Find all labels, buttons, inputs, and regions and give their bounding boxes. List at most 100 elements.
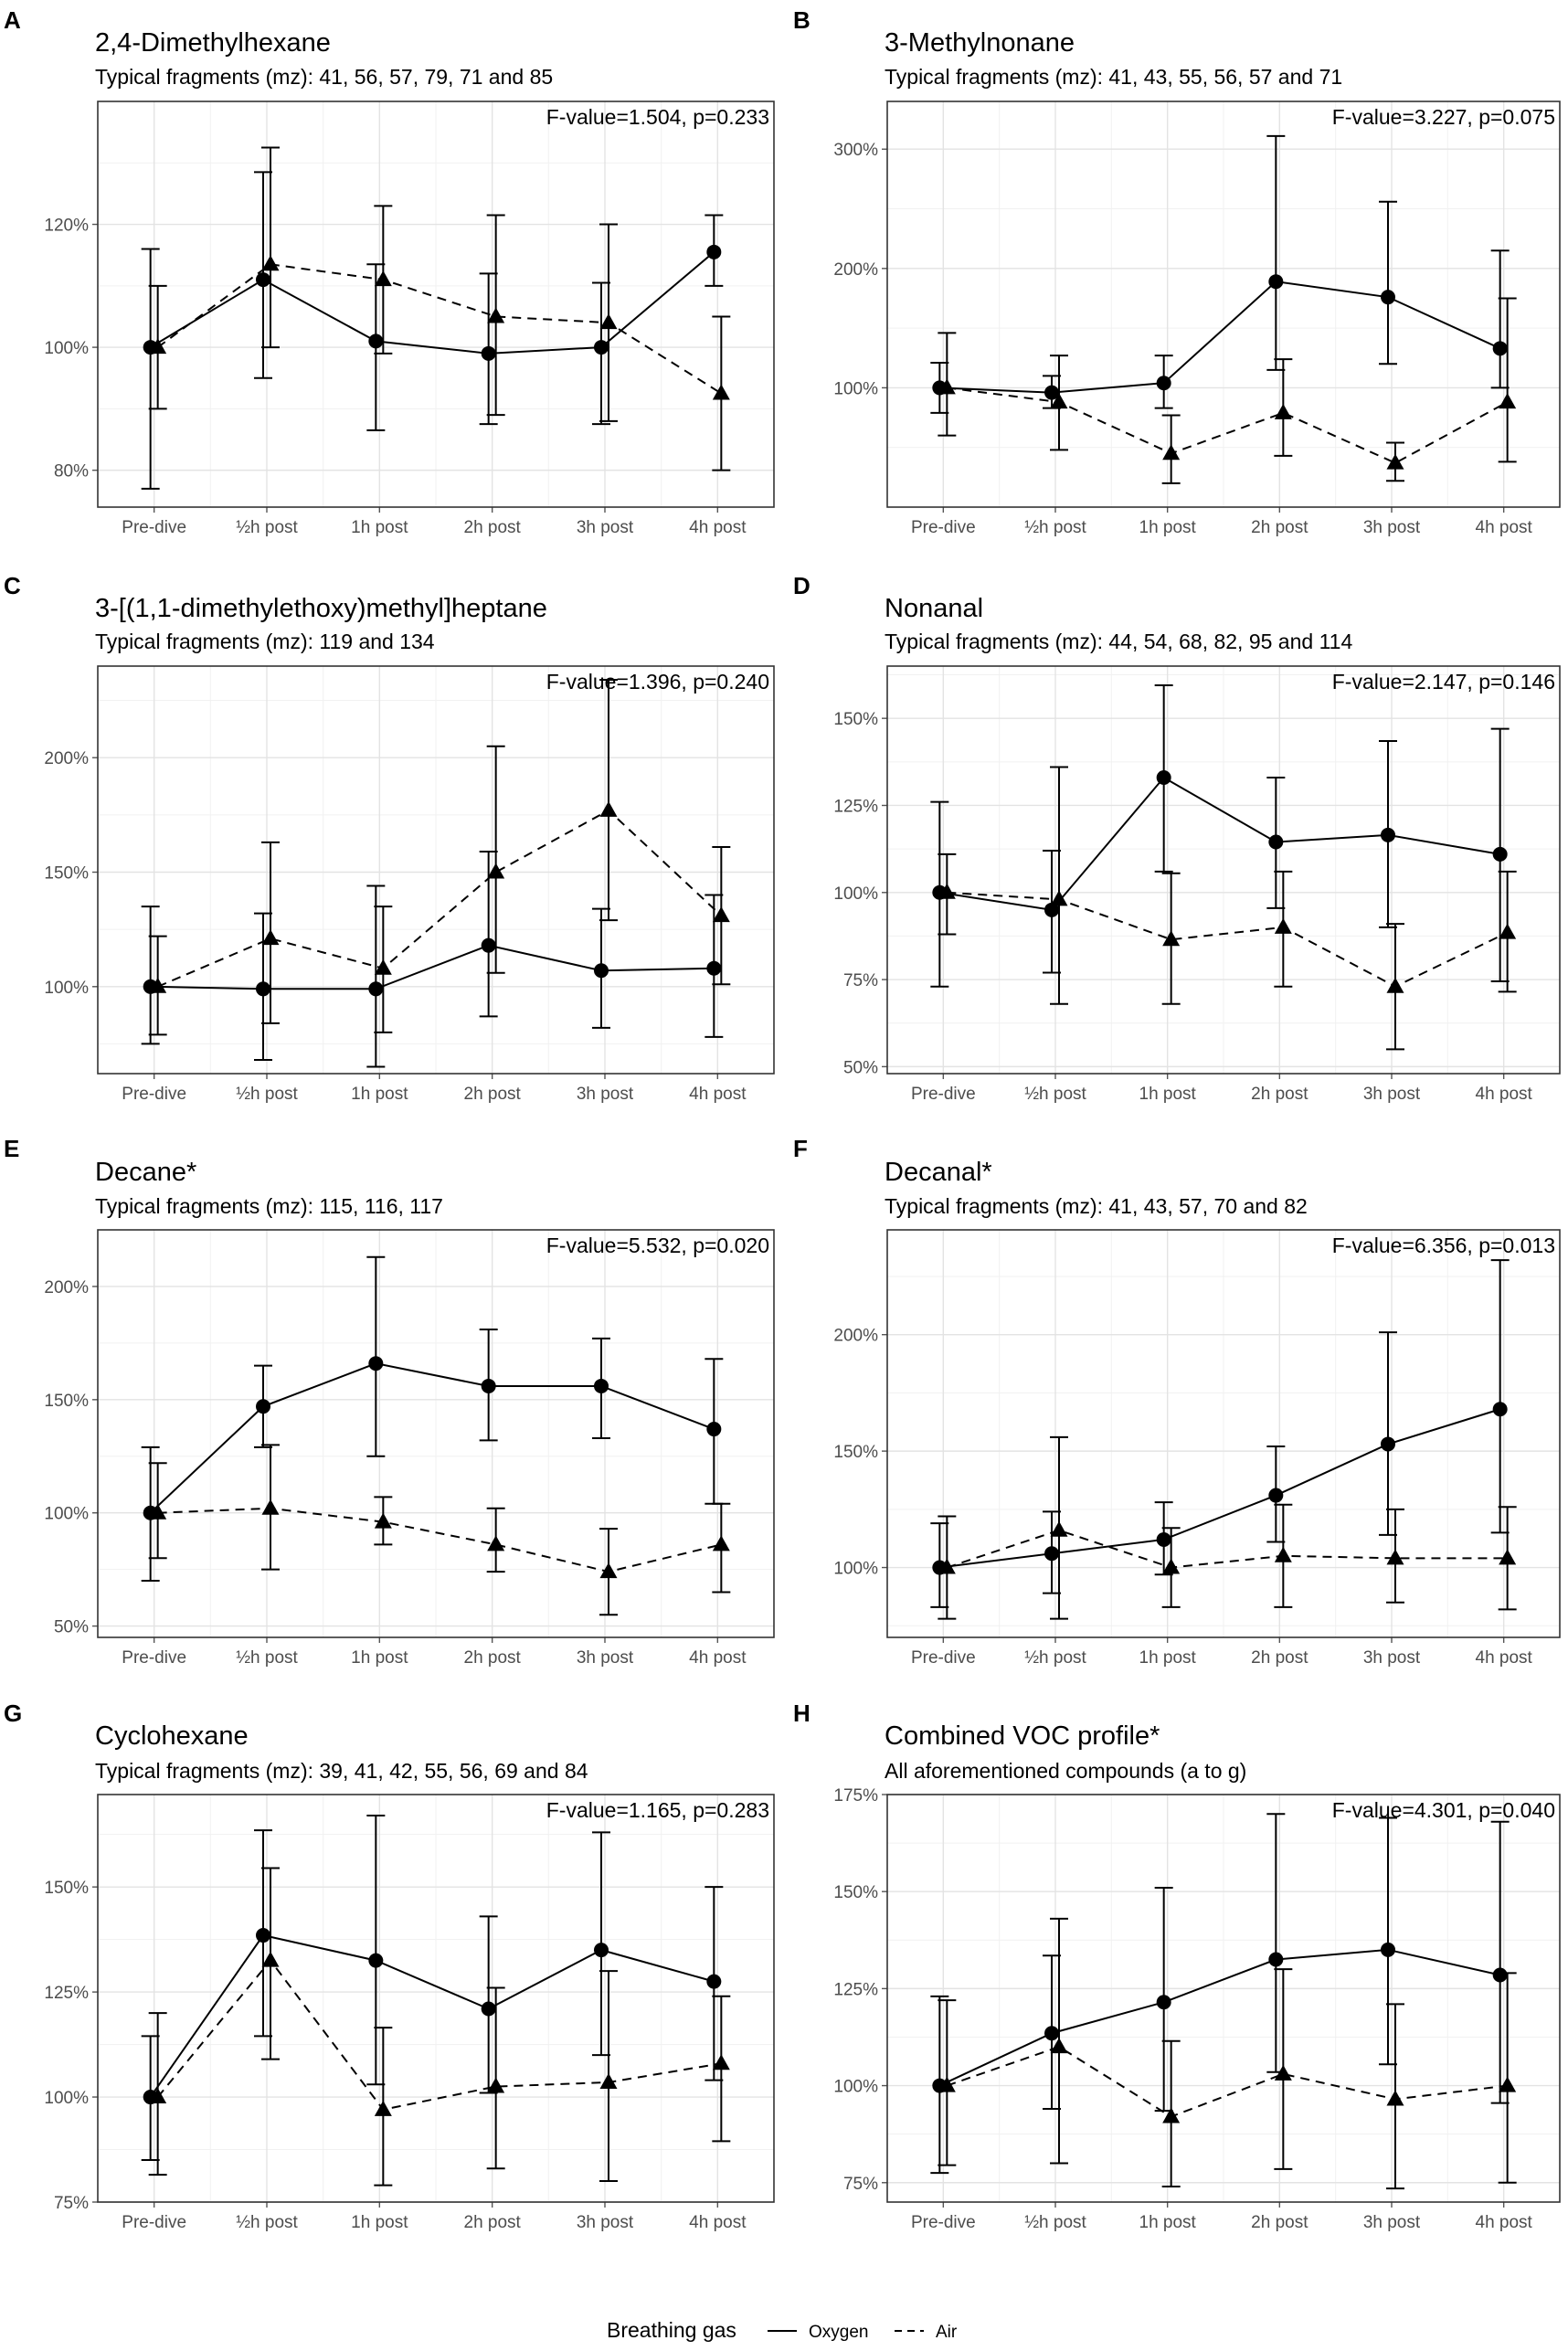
data-point-oxygen	[1381, 827, 1395, 842]
data-point-oxygen	[368, 1953, 384, 1968]
x-tick-label: 3h post	[577, 518, 634, 537]
x-tick-label: 1h post	[1139, 1648, 1197, 1668]
x-tick-label: 1h post	[1139, 2213, 1197, 2232]
data-point-air	[149, 338, 167, 355]
x-tick-label: 1h post	[351, 518, 408, 537]
x-tick-label: Pre-dive	[911, 518, 976, 537]
data-point-air	[487, 307, 505, 323]
data-point-oxygen	[594, 1943, 609, 1958]
panel-letter: A	[4, 6, 21, 34]
data-point-oxygen	[1492, 341, 1508, 356]
data-point-oxygen	[1381, 1942, 1395, 1957]
series-air	[938, 766, 1517, 1051]
data-point-oxygen	[1268, 274, 1284, 290]
data-point-air	[1050, 2038, 1068, 2054]
y-tick-label: 100%	[44, 2089, 89, 2108]
y-tick-label: 300%	[833, 141, 878, 160]
series-line	[157, 263, 722, 395]
series-line	[150, 944, 715, 990]
data-point-air	[938, 378, 956, 395]
data-point-oxygen	[1492, 1402, 1508, 1417]
data-point-air	[487, 1535, 505, 1551]
plot-frame	[97, 665, 775, 1075]
stat-annotation: F-value=6.356, p=0.013	[1332, 1234, 1555, 1257]
data-point-air	[1162, 1558, 1181, 1574]
x-tick-label: Pre-dive	[122, 2213, 186, 2232]
panel-letter: H	[793, 1700, 810, 1727]
x-tick-label: 4h post	[689, 518, 747, 537]
data-point-air	[1386, 1549, 1404, 1565]
data-point-air	[374, 270, 392, 287]
data-point-air	[1499, 2076, 1517, 2092]
panel-title: Cyclohexane	[95, 1721, 249, 1751]
data-point-air	[1274, 2064, 1292, 2081]
y-tick-label: 150%	[44, 1392, 89, 1411]
panel-g: G Cyclohexane Typical fragments (mz): 39, …	[4, 1700, 775, 2232]
data-point-air	[599, 800, 618, 817]
x-tick-label: ½h post	[236, 1085, 298, 1104]
series-air	[148, 679, 731, 1036]
plot-frame	[97, 101, 775, 508]
panel-title: Decanal*	[885, 1158, 992, 1187]
x-tick-label: 1h post	[351, 1085, 408, 1104]
x-tick-label: 4h post	[1476, 2213, 1533, 2232]
stat-annotation: F-value=5.532, p=0.020	[546, 1234, 769, 1257]
y-tick-label: 100%	[44, 979, 89, 998]
x-tick-label: Pre-dive	[911, 1085, 976, 1104]
panel-subtitle: Typical fragments (mz): 41, 43, 57, 70 a…	[885, 1194, 1308, 1218]
y-tick-label: 150%	[833, 1443, 878, 1462]
panel-letter: D	[793, 572, 810, 599]
panel-subtitle: Typical fragments (mz): 39, 41, 42, 55, …	[95, 1759, 588, 1783]
x-tick-label: 3h post	[1363, 1648, 1421, 1668]
stat-annotation: F-value=4.301, p=0.040	[1332, 1798, 1555, 1822]
x-tick-label: ½h post	[236, 1648, 298, 1668]
series-oxygen	[141, 1255, 724, 1583]
data-point-oxygen	[368, 981, 384, 997]
y-tick-label: 200%	[833, 260, 878, 280]
y-tick-label: 100%	[44, 1505, 89, 1524]
x-tick-label: 2h post	[1251, 1648, 1308, 1668]
x-tick-label: 1h post	[351, 1648, 408, 1668]
data-point-oxygen	[706, 1974, 722, 1989]
data-point-air	[149, 977, 167, 993]
series-air	[148, 146, 731, 471]
data-point-oxygen	[481, 937, 496, 953]
series-air	[148, 1444, 731, 1616]
y-tick-label: 100%	[833, 2078, 878, 2097]
data-point-air	[938, 1558, 956, 1574]
series-air	[148, 1867, 731, 2187]
panel-e: E Decane* Typical fragments (mz): 115, 116…	[4, 1135, 775, 1668]
y-tick-label: 100%	[44, 339, 89, 358]
series-line	[947, 2045, 1508, 2118]
data-point-air	[599, 1562, 618, 1579]
plot-frame	[886, 1794, 1561, 2203]
stat-annotation: F-value=2.147, p=0.146	[1332, 670, 1555, 694]
x-tick-label: 2h post	[1251, 1085, 1308, 1104]
y-tick-label: 125%	[44, 1984, 89, 2003]
panel-a: A 2,4-Dimethylhexane Typical fragments (mz…	[4, 6, 775, 537]
series-oxygen	[930, 683, 1510, 988]
data-point-oxygen	[1268, 834, 1284, 850]
data-point-oxygen	[368, 334, 384, 349]
data-point-air	[261, 255, 280, 271]
plot-frame	[97, 1229, 775, 1638]
data-point-air	[712, 384, 730, 400]
legend-label-oxygen: Oxygen	[809, 2323, 868, 2342]
x-tick-label: 2h post	[1251, 518, 1308, 537]
data-point-air	[938, 2076, 956, 2092]
stat-annotation: F-value=1.396, p=0.240	[546, 670, 769, 694]
series-line	[939, 281, 1501, 394]
panel-title: 3-Methylnonane	[885, 28, 1075, 58]
series-oxygen	[930, 1813, 1510, 2175]
panel-title: Nonanal	[885, 594, 983, 623]
y-tick-label: 200%	[44, 749, 89, 768]
y-tick-label: 75%	[843, 971, 878, 990]
legend-label-air: Air	[936, 2323, 958, 2342]
data-point-air	[1162, 930, 1181, 947]
x-tick-label: 3h post	[1363, 2213, 1421, 2232]
y-tick-label: 80%	[54, 462, 89, 482]
y-tick-label: 120%	[44, 217, 89, 236]
legend-title: Breathing gas	[607, 2318, 736, 2342]
data-point-air	[1274, 917, 1292, 934]
